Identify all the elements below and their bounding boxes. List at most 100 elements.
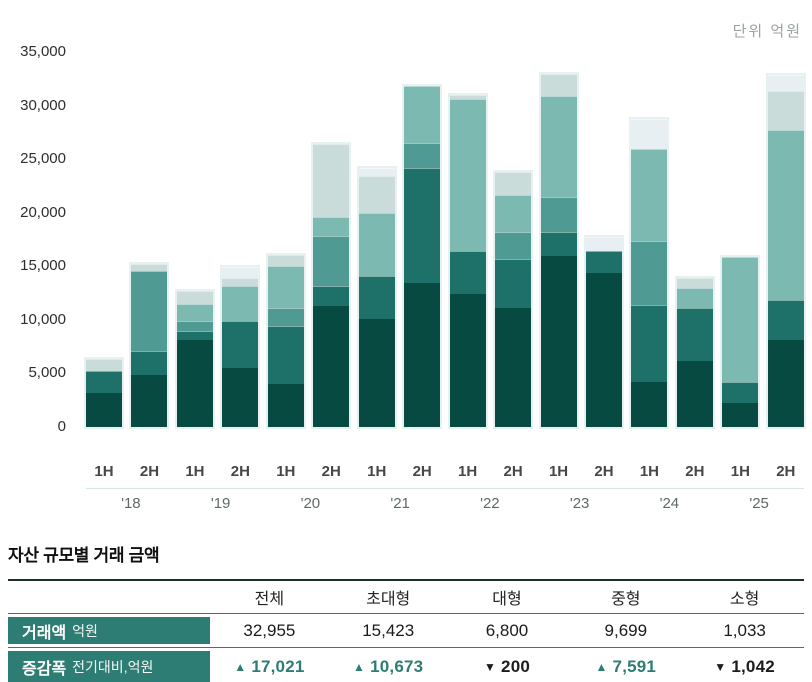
- bar-segment-pale: [358, 176, 395, 213]
- bar-2H-21: [404, 86, 441, 427]
- bar-segment-darkest: [631, 382, 668, 427]
- y-axis-tick-20000: 20,000: [20, 203, 66, 221]
- bar-segment-mist: [222, 267, 259, 278]
- bar-2H-19: [222, 267, 259, 427]
- bar-segment-pale: [767, 90, 804, 131]
- table-column-header-2: 대형: [492, 591, 522, 608]
- bar-2H-25: [767, 74, 804, 427]
- x-label-1H-20: 1H: [276, 463, 296, 480]
- bar-segment-dark_teal: [404, 167, 441, 283]
- bar-segment-dark_teal: [585, 251, 622, 273]
- bar-segment-dark_teal: [495, 258, 532, 308]
- y-axis-tick-15000: 15,000: [20, 257, 66, 275]
- bar-segment-darkest: [313, 305, 350, 427]
- bar-segment-darkest: [131, 374, 168, 427]
- change-cell-2: ▼ 200: [448, 657, 567, 677]
- triangle-up-icon: ▲: [595, 660, 608, 674]
- row-label-amount-main: 거래액: [22, 624, 67, 642]
- bar-1H-22: [449, 95, 486, 427]
- y-axis-tick-25000: 25,000: [20, 150, 66, 168]
- change-cell-3: ▲ 7,591: [566, 657, 685, 677]
- bar-segment-pale: [86, 359, 122, 371]
- y-axis-tick-35000: 35,000: [20, 43, 66, 60]
- x-label-1H-19: 1H: [185, 463, 205, 480]
- bar-2H-20: [313, 143, 350, 427]
- bar-1H-20: [267, 254, 304, 427]
- bar-segment-mist: [358, 167, 395, 177]
- row-label-amount: 거래액 억원: [8, 617, 210, 644]
- amount-value-3: 9,699: [604, 620, 648, 640]
- table-row-amount: 거래액 억원 32,955 15,423 6,800 9,699 1,033: [8, 614, 804, 648]
- bar-segment-pale: [495, 171, 532, 195]
- triangle-down-icon: ▼: [483, 660, 497, 674]
- table-column-header-4: 소형: [729, 591, 760, 608]
- table-title: 자산 규모별 거래 금액: [8, 546, 160, 565]
- bar-segment-darkest: [404, 282, 441, 427]
- x-label-2H-22: 2H: [503, 463, 523, 480]
- bar-segment-dark_teal: [313, 286, 350, 306]
- change-value-4: 1,042: [731, 657, 775, 676]
- bar-segment-mist: [631, 118, 668, 149]
- x-label-2H-23: 2H: [594, 463, 614, 480]
- bar-segment-pale: [676, 277, 713, 288]
- bar-segment-darkest: [176, 339, 213, 427]
- x-axis-half-labels: 1H 2H 1H 2H 1H 2H 1H 2H 1H 2H 1H 2H 1H 2H 1H 2H: [86, 463, 804, 480]
- year-label-22: '22: [480, 495, 500, 512]
- y-axis-tick-0: 0: [57, 418, 66, 435]
- bar-segment-darkest: [495, 307, 532, 427]
- bar-segment-dark_teal: [131, 350, 168, 375]
- x-label-1H-24: 1H: [639, 463, 660, 480]
- bar-segment-medium_teal: [313, 236, 350, 287]
- bar-segment-dark_teal: [540, 232, 577, 257]
- bar-segment-sage: [631, 148, 668, 241]
- bar-segment-darkest: [585, 272, 622, 427]
- x-label-1H-25: 1H: [730, 463, 750, 480]
- bar-segment-sage: [495, 194, 532, 232]
- bar-segment-dark_teal: [767, 300, 804, 341]
- change-value-3: 7,591: [612, 657, 657, 676]
- bar-segment-darkest: [676, 361, 713, 427]
- year-label-18: '18: [121, 495, 141, 512]
- year-label-24: '24: [659, 495, 680, 512]
- bar-segment-dark_teal: [267, 326, 304, 384]
- amount-value-1: 15,423: [362, 620, 415, 640]
- bar-segment-dark_teal: [176, 331, 213, 340]
- x-label-2H-19: 2H: [230, 463, 250, 480]
- x-label-1H-18: 1H: [94, 463, 114, 480]
- row-label-amount-sub: 억원: [72, 622, 98, 639]
- bar-segment-dark_teal: [358, 275, 395, 320]
- bar-1H-24: [631, 118, 668, 427]
- bar-segment-pale: [449, 95, 486, 99]
- bar-segment-darkest: [358, 319, 395, 427]
- change-value-1: 10,673: [370, 657, 424, 676]
- bar-segment-medium_teal: [540, 196, 577, 233]
- row-label-change-sub: 전기대비,억원: [72, 659, 154, 675]
- bar-segment-mist: [585, 237, 622, 252]
- change-cell-0: ▲ 17,021: [210, 657, 329, 677]
- triangle-up-icon: ▲: [234, 660, 247, 674]
- stacked-bar-chart: [86, 52, 804, 427]
- x-axis-separator-line: [86, 488, 804, 489]
- bar-segment-sage: [767, 130, 804, 301]
- table-header-row: 전체 초대형 대형 중형 소형: [8, 581, 804, 614]
- bar-segment-medium_teal: [495, 231, 532, 259]
- bar-segment-sage: [267, 265, 304, 309]
- bar-2H-23: [585, 237, 622, 427]
- bar-2H-22: [495, 171, 532, 427]
- y-axis-tick-30000: 30,000: [20, 96, 66, 114]
- bar-segment-dark_teal: [86, 370, 122, 393]
- row-label-change-main: 증감폭: [22, 661, 67, 678]
- bar-segment-sage: [540, 96, 577, 197]
- bar-segment-sage: [404, 86, 441, 143]
- row-label-change: 증감폭 전기대비,억원: [8, 651, 210, 682]
- table-column-header-1: 초대형: [366, 591, 411, 608]
- bar-segment-pale: [222, 277, 259, 287]
- bar-2H-24: [676, 277, 713, 427]
- bar-segment-dark_teal: [676, 307, 713, 362]
- unit-label: 단위 억원: [732, 23, 802, 40]
- change-value-2: 200: [501, 657, 531, 676]
- bar-segment-darkest: [267, 383, 304, 427]
- change-value-0: 17,021: [251, 657, 305, 676]
- amount-value-4: 1,033: [723, 620, 766, 640]
